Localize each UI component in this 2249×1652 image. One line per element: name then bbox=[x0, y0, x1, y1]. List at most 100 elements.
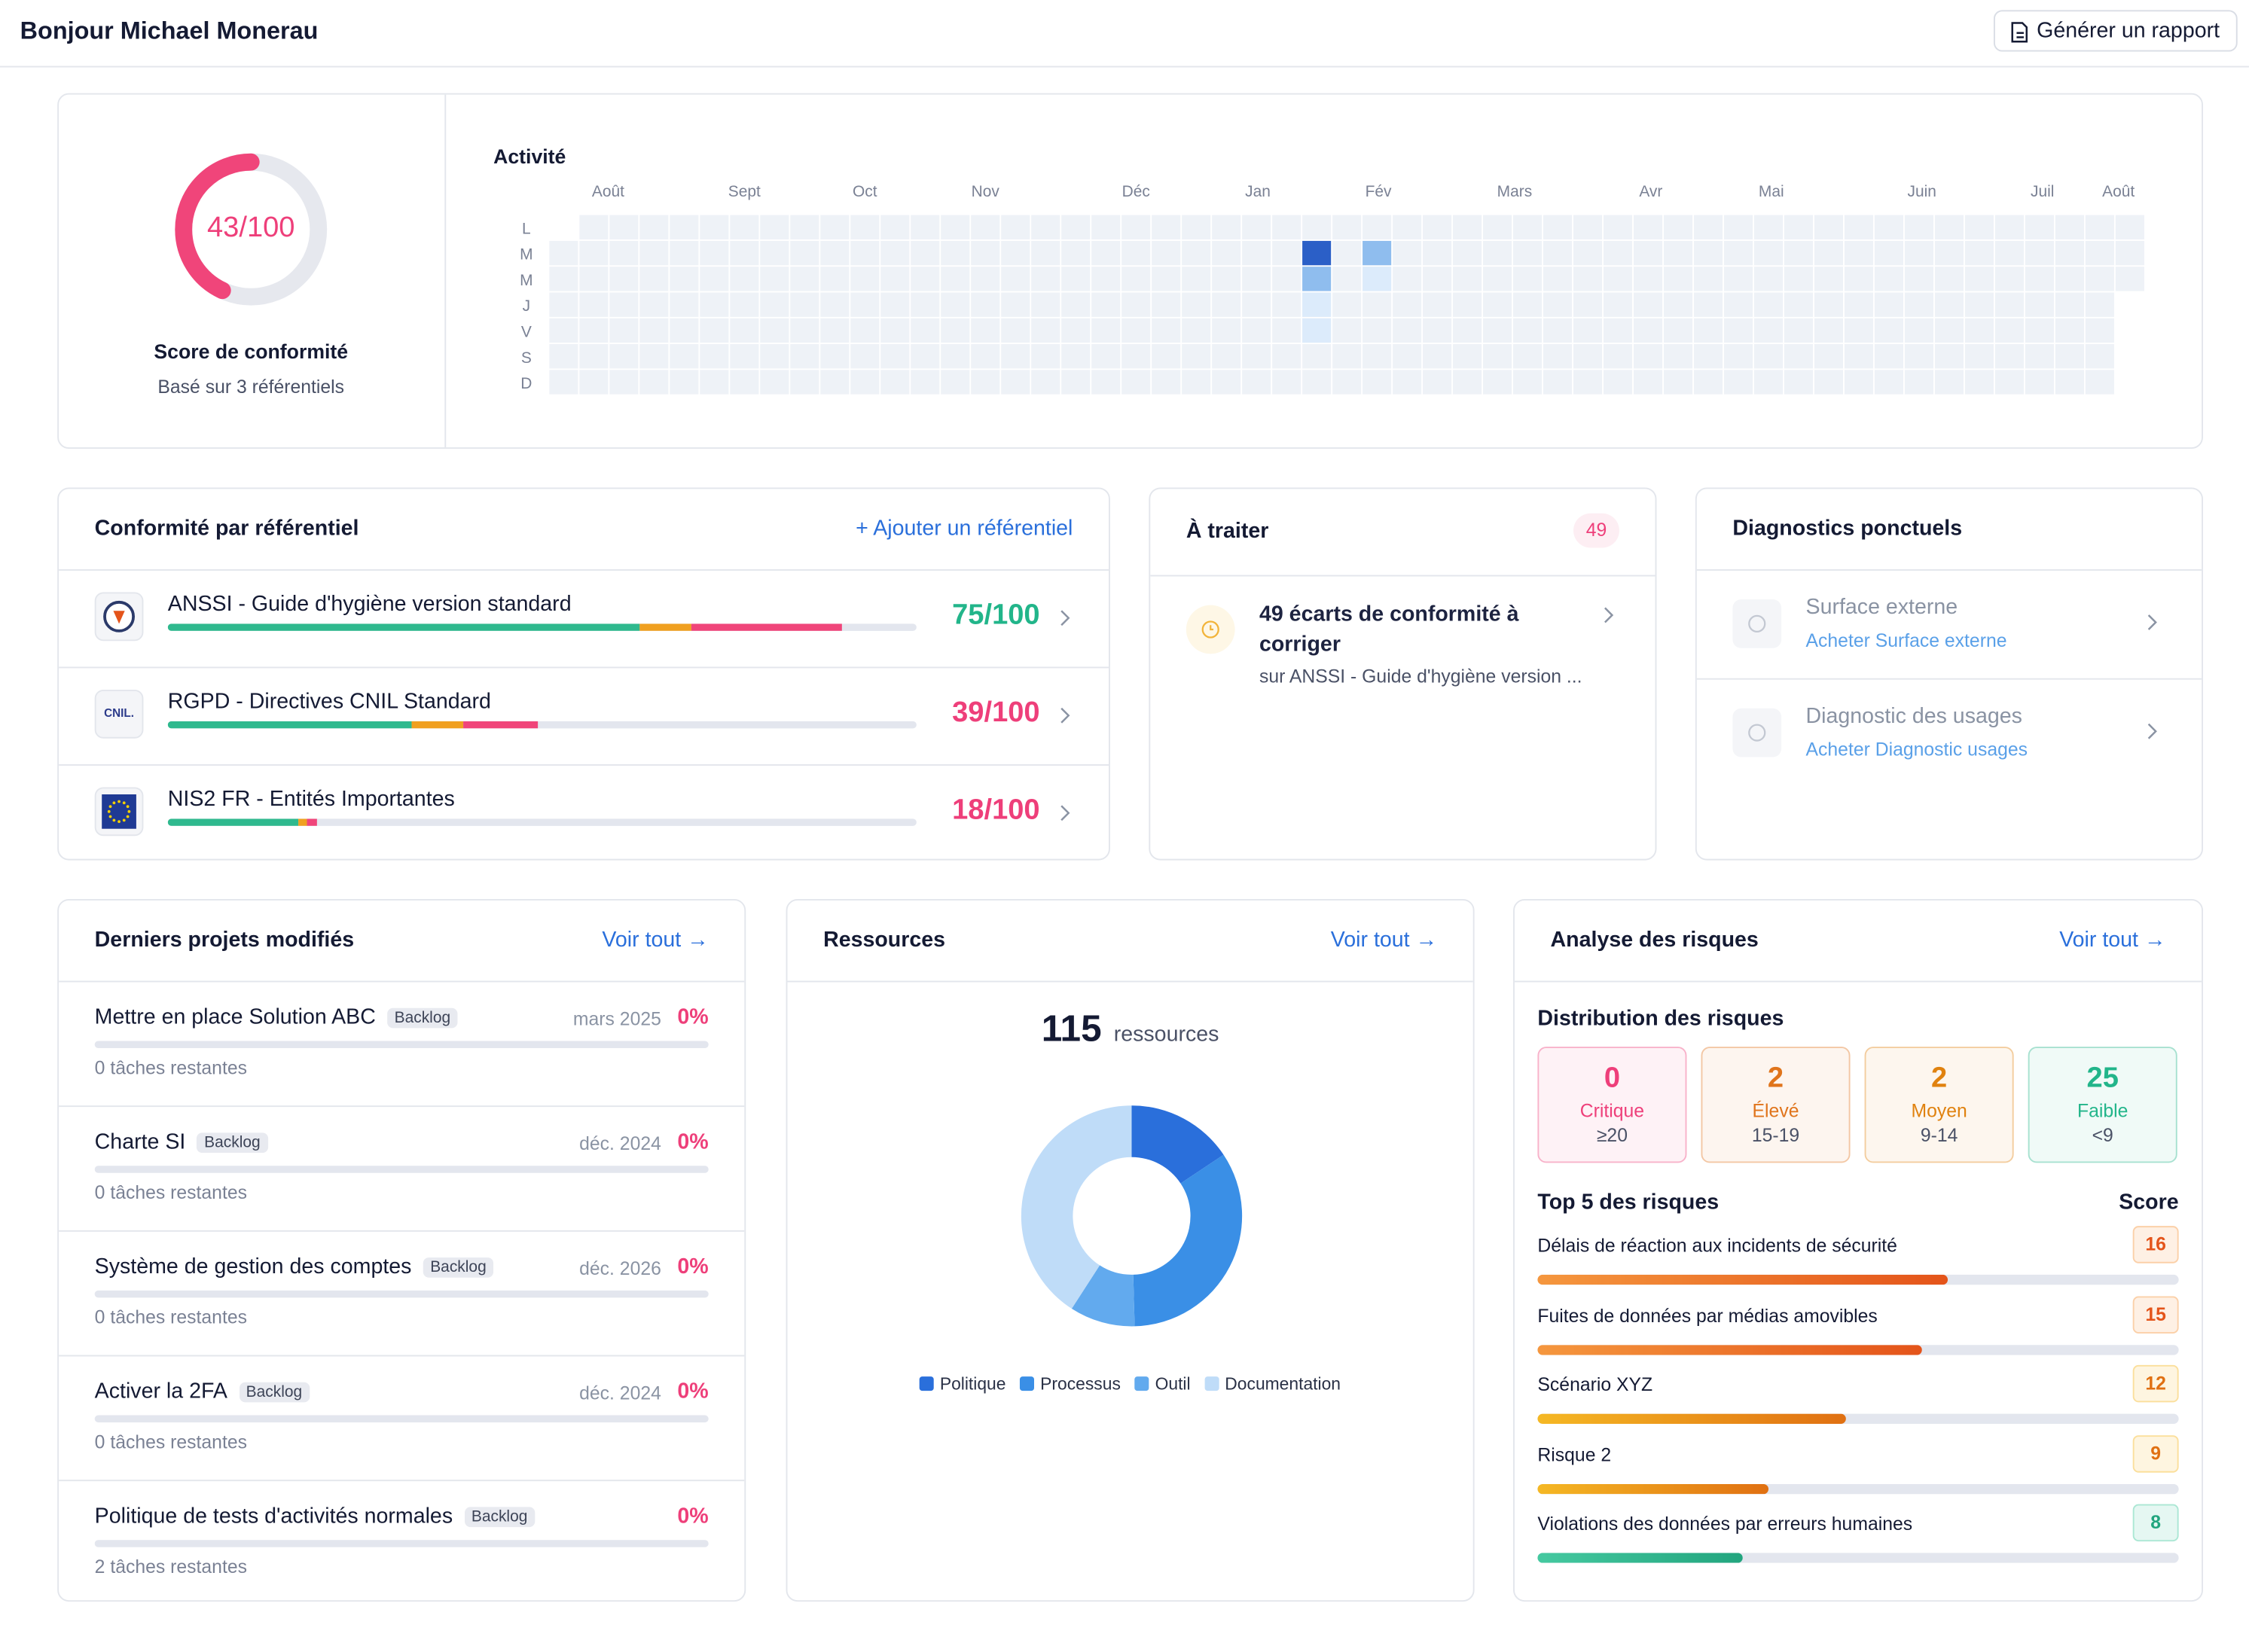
project-row[interactable]: Système de gestion des comptes Backlog déc… bbox=[59, 1230, 745, 1357]
month-label: Oct bbox=[853, 183, 877, 200]
empty-cell bbox=[790, 370, 819, 395]
empty-cell bbox=[1723, 370, 1753, 395]
empty-cell bbox=[639, 215, 669, 240]
empty-cell bbox=[1423, 240, 1452, 266]
empty-cell bbox=[1453, 240, 1482, 266]
empty-cell bbox=[1152, 344, 1181, 369]
project-row[interactable]: Mettre en place Solution ABC Backlog mars … bbox=[59, 981, 745, 1108]
empty-cell bbox=[700, 370, 729, 395]
empty-cell bbox=[639, 370, 669, 395]
status-badge: Backlog bbox=[239, 1381, 310, 1402]
empty-cell bbox=[1513, 344, 1543, 369]
empty-cell bbox=[1423, 318, 1452, 343]
empty-cell bbox=[1393, 267, 1422, 291]
diagnostic-link[interactable]: Acheter Diagnostic usages bbox=[1805, 738, 2028, 760]
empty-cell bbox=[1031, 267, 1060, 291]
day-label: M bbox=[520, 272, 532, 289]
empty-cell bbox=[1001, 240, 1030, 266]
month-label: Juin bbox=[1908, 183, 1936, 200]
empty-cell bbox=[730, 370, 759, 395]
project-row[interactable]: Politique de tests d'activités normales B… bbox=[59, 1480, 744, 1600]
referential-score: 75/100 bbox=[952, 599, 1040, 631]
see-all[interactable]: Voir tout → bbox=[2059, 928, 2166, 952]
score-title: Score de conformité bbox=[154, 340, 349, 363]
empty-cell bbox=[1784, 370, 1814, 395]
resources-total: 115 ressources bbox=[787, 1007, 1472, 1051]
empty-cell bbox=[1934, 370, 1964, 395]
empty-cell bbox=[609, 240, 639, 266]
referential-row[interactable]: CNIL. RGPD - Directives CNIL Standard 39/1… bbox=[59, 666, 1109, 766]
empty-cell bbox=[2025, 344, 2054, 369]
todo-subtitle: sur ANSSI - Guide d'hygiène version ... bbox=[1259, 665, 1582, 687]
empty-cell bbox=[730, 318, 759, 343]
diagnostic-row[interactable]: Surface externe Acheter Surface externe bbox=[1696, 569, 2202, 680]
empty-cell bbox=[1633, 267, 1663, 291]
add-referential[interactable]: + Ajouter un référentiel bbox=[856, 516, 1073, 541]
empty-cell bbox=[1874, 318, 1904, 343]
see-all[interactable]: Voir tout → bbox=[602, 928, 709, 952]
empty-cell bbox=[1302, 344, 1332, 369]
referential-row[interactable]: ANSSI - Guide d'hygiène version standard… bbox=[59, 569, 1109, 669]
risk-bar bbox=[1537, 1483, 1768, 1494]
empty-cell bbox=[1723, 292, 1753, 317]
empty-cell bbox=[1393, 344, 1422, 369]
report-button[interactable]: Générer un rapport bbox=[1993, 10, 2238, 52]
project-row[interactable]: Activer la 2FA Backlog déc. 2024 0% 0 tâches… bbox=[59, 1355, 745, 1482]
logo-star bbox=[127, 809, 131, 813]
empty-cell bbox=[1061, 292, 1091, 317]
chevron bbox=[1060, 610, 1070, 626]
see-all[interactable]: Voir tout → bbox=[1330, 928, 1438, 952]
empty-cell bbox=[1212, 292, 1241, 317]
diagnostic-icon bbox=[1732, 708, 1782, 757]
empty-cell bbox=[1182, 292, 1211, 317]
empty-cell bbox=[1393, 240, 1422, 266]
empty-cell bbox=[1753, 240, 1784, 266]
card-header: Conformité par référentiel + Ajouter un … bbox=[59, 489, 1109, 571]
empty-cell bbox=[1604, 318, 1633, 343]
diagnostic-row[interactable]: Diagnostic des usages Acheter Diagnostic … bbox=[1697, 678, 2202, 788]
progress-segment bbox=[167, 818, 299, 826]
empty-cell bbox=[1994, 240, 2024, 266]
empty-cell bbox=[880, 318, 910, 343]
risk-name: Violations des données par erreurs humai… bbox=[1537, 1513, 1913, 1535]
empty-cell bbox=[1423, 370, 1452, 395]
empty-cell bbox=[760, 240, 789, 266]
empty-cell bbox=[1994, 370, 2024, 395]
chevron bbox=[1604, 607, 1614, 623]
project-progress: 0% bbox=[677, 1129, 709, 1154]
diagnostic-link[interactable]: Acheter Surface externe bbox=[1805, 629, 2007, 651]
empty-cell bbox=[2115, 240, 2144, 266]
empty-cell bbox=[1242, 215, 1271, 240]
empty-cell bbox=[1483, 267, 1512, 291]
empty-cell bbox=[579, 292, 609, 317]
empty-cell bbox=[1784, 215, 1814, 240]
legend-label: Documentation bbox=[1225, 1373, 1341, 1394]
project-progress: 0% bbox=[677, 1004, 709, 1030]
empty-cell bbox=[1332, 267, 1362, 291]
diagnostic-icon bbox=[1732, 599, 1782, 648]
empty-cell bbox=[1513, 370, 1543, 395]
referential-score: 18/100 bbox=[952, 794, 1040, 826]
referential-row[interactable]: NIS2 FR - Entités Importantes 18/100 bbox=[59, 764, 1109, 859]
empty-cell bbox=[1393, 292, 1422, 317]
empty-cell bbox=[730, 267, 759, 291]
month-label: Déc bbox=[1122, 183, 1150, 200]
empty-cell bbox=[1814, 292, 1844, 317]
empty-cell bbox=[1513, 292, 1543, 317]
empty-cell bbox=[1061, 240, 1091, 266]
empty-cell bbox=[1182, 215, 1211, 240]
risk-bar bbox=[1537, 1553, 1743, 1563]
empty-cell bbox=[700, 344, 729, 369]
score-header: Score bbox=[2119, 1190, 2179, 1215]
month-label: Avr bbox=[1639, 183, 1662, 200]
empty-cell bbox=[911, 370, 940, 395]
empty-cell bbox=[1363, 344, 1392, 369]
todo-title[interactable]: 49 écarts de conformité à corriger bbox=[1259, 602, 1519, 657]
empty-cell bbox=[1753, 370, 1784, 395]
empty-cell bbox=[1302, 215, 1332, 240]
empty-cell bbox=[1483, 215, 1512, 240]
project-row[interactable]: Charte SI Backlog déc. 2024 0% 0 tâches rest… bbox=[59, 1105, 745, 1232]
empty-cell bbox=[790, 318, 819, 343]
empty-cell bbox=[2085, 292, 2114, 317]
empty-cell bbox=[1121, 370, 1151, 395]
